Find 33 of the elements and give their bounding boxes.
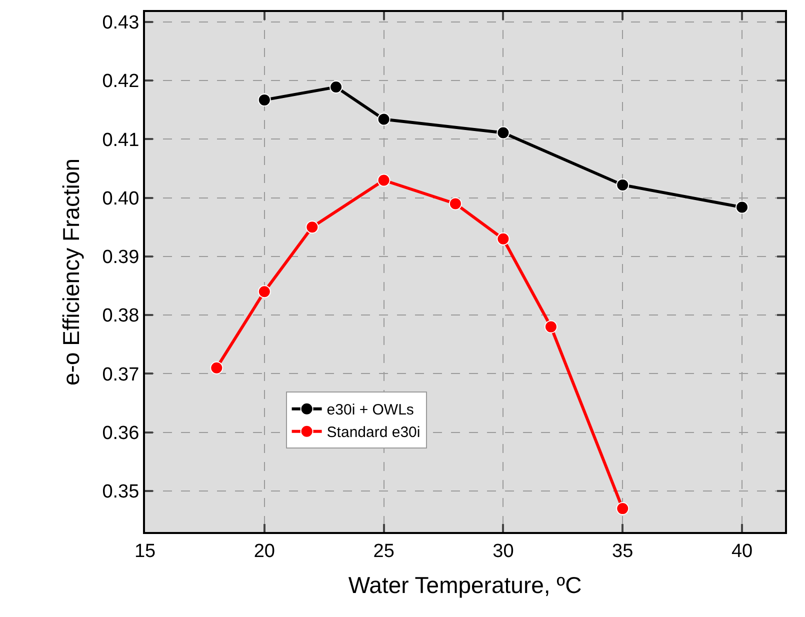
x-tick-label: 40 [731,540,753,562]
y-tick-label: 0.42 [102,71,140,92]
point [210,361,224,374]
x-tick-label: 25 [373,540,394,562]
point [306,220,319,234]
point [377,112,390,126]
x-tick-label: 15 [134,540,156,562]
point [448,197,462,210]
y-tick-label: 0.38 [102,306,140,327]
x-tick-label: 35 [612,540,634,562]
point [377,174,390,187]
y-tick-label: 0.36 [102,422,140,444]
point [544,320,558,334]
point [330,80,343,94]
point [616,502,630,516]
point [496,126,510,140]
point [258,285,271,298]
point [736,200,749,214]
y-axis-title: e-o Efficiency Fraction [58,158,84,386]
point [496,232,510,246]
x-tick-label: 30 [492,540,514,562]
y-tick-label: 0.39 [102,247,140,268]
legend-label: e30i + OWLs [326,402,414,419]
x-tick-label: 20 [254,540,275,562]
y-tick-label: 0.43 [102,12,140,34]
x-axis-title: Water Temperature, ºC [348,572,582,598]
point [258,93,271,106]
y-tick-label: 0.41 [102,130,140,151]
legend-label: Standard e30i [326,424,420,442]
point [616,178,630,192]
y-tick-label: 0.37 [102,364,140,386]
y-tick-label: 0.35 [102,482,140,503]
y-tick-label: 0.40 [102,188,140,210]
